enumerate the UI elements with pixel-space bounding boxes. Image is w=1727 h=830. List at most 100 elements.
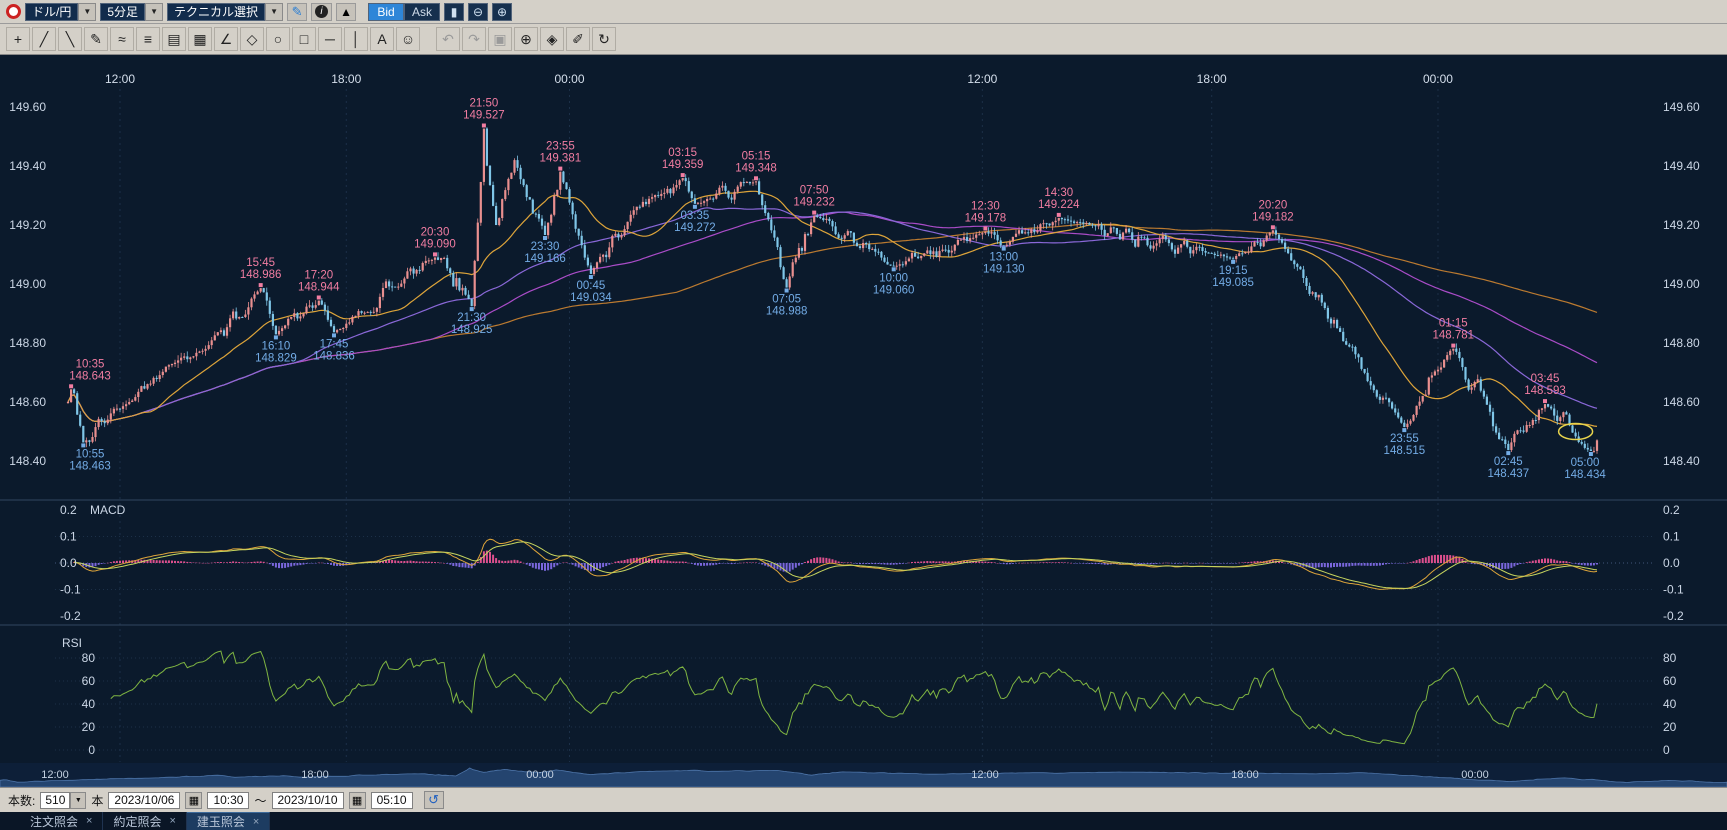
date-from-input[interactable]: 2023/10/06: [108, 792, 180, 809]
candle-chart-button[interactable]: ▮: [444, 3, 464, 21]
vertical-line-tool[interactable]: │: [344, 27, 368, 51]
zoom-in-icon: ⊕: [497, 5, 507, 19]
draw-pencil-button[interactable]: ✎: [287, 3, 307, 21]
candle-chart-icon: ▮: [451, 5, 458, 19]
range-controls: 本数: 510 ▼ 本 2023/10/06 ▦ 10:30 ～ 2023/10…: [0, 787, 1727, 812]
svg-text:0: 0: [88, 743, 95, 757]
svg-text:148.40: 148.40: [9, 454, 46, 468]
svg-text:MACD: MACD: [90, 503, 126, 517]
gann-line-tool[interactable]: ∠: [214, 27, 238, 51]
svg-text:148.80: 148.80: [9, 336, 46, 350]
clear-all-tool[interactable]: ↻: [592, 27, 616, 51]
svg-text:80: 80: [82, 651, 96, 665]
svg-text:0.2: 0.2: [1663, 503, 1680, 517]
svg-text:80: 80: [1663, 651, 1677, 665]
svg-text:149.20: 149.20: [1663, 218, 1700, 232]
svg-text:-0.2: -0.2: [1663, 609, 1684, 623]
text-tool[interactable]: A: [370, 27, 394, 51]
close-icon[interactable]: ×: [86, 815, 92, 827]
chevron-down-icon[interactable]: ▼: [78, 3, 96, 21]
svg-text:-0.1: -0.1: [60, 583, 81, 597]
freehand-tool[interactable]: ≈: [110, 27, 134, 51]
zoom-out-button[interactable]: ⊖: [468, 3, 488, 21]
svg-text:149.20: 149.20: [9, 218, 46, 232]
ellipse-tool[interactable]: ○: [266, 27, 290, 51]
overview-time-label: 00:00: [1461, 769, 1489, 781]
chevron-down-icon[interactable]: ▼: [265, 3, 283, 21]
svg-text:0.2: 0.2: [60, 503, 77, 517]
undo-draw-tool: ↶: [436, 27, 460, 51]
overview-time-label: 00:00: [526, 769, 554, 781]
svg-text:RSI: RSI: [62, 636, 82, 650]
time-to-input[interactable]: 05:10: [371, 792, 413, 809]
svg-text:20: 20: [82, 720, 96, 734]
hatch-tool[interactable]: ▦: [188, 27, 212, 51]
timeframe-select[interactable]: 5分足 ▼: [100, 3, 163, 21]
overview-time-label: 12:00: [971, 769, 999, 781]
chevron-down-icon[interactable]: ▼: [145, 3, 163, 21]
ask-button[interactable]: Ask: [404, 3, 440, 21]
tab-1[interactable]: 注文照会 ×: [20, 812, 103, 830]
crosshair-tool[interactable]: +: [6, 27, 30, 51]
rectangle-tool[interactable]: □: [292, 27, 316, 51]
horizontal-line-tool[interactable]: ─: [318, 27, 342, 51]
svg-text:18:00: 18:00: [331, 72, 361, 86]
currency-pair-select[interactable]: ドル/円 ▼: [25, 3, 96, 21]
bars-count-select[interactable]: 510 ▼: [40, 792, 86, 809]
zoom-out-icon: ⊖: [473, 5, 483, 19]
close-icon[interactable]: ×: [253, 816, 259, 828]
svg-text:00:00: 00:00: [1423, 72, 1453, 86]
time-from-input[interactable]: 10:30: [207, 792, 249, 809]
copy-draw-tool: ▣: [488, 27, 512, 51]
tab-label: 約定照会: [113, 813, 161, 830]
svg-text:149.00: 149.00: [1663, 277, 1700, 291]
svg-text:0.1: 0.1: [1663, 530, 1680, 544]
chart-canvas[interactable]: 12:0018:0000:0012:0018:0000:0010:35148.6…: [0, 55, 1727, 763]
line-settings-tool[interactable]: ✐: [566, 27, 590, 51]
icon-stamp-tool[interactable]: ☺: [396, 27, 420, 51]
undo-icon: ↺: [428, 792, 439, 807]
reset-range-button[interactable]: ↺: [424, 791, 444, 809]
search-tool[interactable]: ⊕: [514, 27, 538, 51]
calendar-from-button[interactable]: ▦: [185, 792, 202, 809]
svg-text:0: 0: [1663, 743, 1670, 757]
chart-type-button[interactable]: ▲: [336, 3, 356, 21]
svg-text:0.0: 0.0: [1663, 556, 1680, 570]
overview-strip[interactable]: 12:0018:0000:0012:0018:0000:00: [0, 763, 1727, 787]
calendar-to-button[interactable]: ▦: [349, 792, 366, 809]
app-logo-icon: [6, 4, 21, 19]
bars-label: 本数:: [8, 792, 35, 809]
svg-text:148.60: 148.60: [1663, 395, 1700, 409]
bid-button[interactable]: Bid: [368, 3, 404, 21]
redo-draw-tool: ↷: [462, 27, 486, 51]
polygon-tool[interactable]: ◇: [240, 27, 264, 51]
date-to-input[interactable]: 2023/10/10: [272, 792, 344, 809]
fibonacci-tool[interactable]: ≡: [136, 27, 160, 51]
technical-select-button[interactable]: テクニカル選択 ▼: [167, 3, 283, 21]
svg-text:149.60: 149.60: [9, 100, 46, 114]
horizontal-lines-tool[interactable]: ▤: [162, 27, 186, 51]
close-icon[interactable]: ×: [169, 815, 175, 827]
calendar-icon: ▦: [352, 794, 362, 807]
area-chart-icon: ▲: [340, 5, 352, 19]
zoom-in-button[interactable]: ⊕: [492, 3, 512, 21]
svg-text:12:00: 12:00: [967, 72, 997, 86]
trend-line-tool[interactable]: ╱: [32, 27, 56, 51]
bid-ask-toggle: Bid Ask: [368, 3, 440, 21]
overview-time-label: 18:00: [1231, 769, 1259, 781]
tab-label: 注文照会: [30, 813, 78, 830]
info-button[interactable]: i: [311, 3, 332, 21]
drawing-toolbar: +╱╲✎≈≡▤▦∠◇○□─│A☺ ↶↷▣⊕◈✐↻: [0, 24, 1727, 55]
svg-text:60: 60: [82, 674, 96, 688]
pencil-tool[interactable]: ✎: [84, 27, 108, 51]
eraser-tool[interactable]: ◈: [540, 27, 564, 51]
chevron-down-icon[interactable]: ▼: [70, 792, 86, 809]
tab-2[interactable]: 約定照会 ×: [103, 812, 186, 830]
chart-background: [0, 55, 1727, 763]
info-icon: i: [315, 5, 328, 18]
range-separator: ～: [254, 792, 266, 809]
calendar-icon: ▦: [189, 794, 199, 807]
tab-3[interactable]: 建玉照会×: [187, 812, 270, 830]
ray-line-tool[interactable]: ╲: [58, 27, 82, 51]
chart-window: ドル/円 ▼ 5分足 ▼ テクニカル選択 ▼ ✎ i ▲ Bid Ask ▮ ⊖…: [0, 0, 1727, 830]
